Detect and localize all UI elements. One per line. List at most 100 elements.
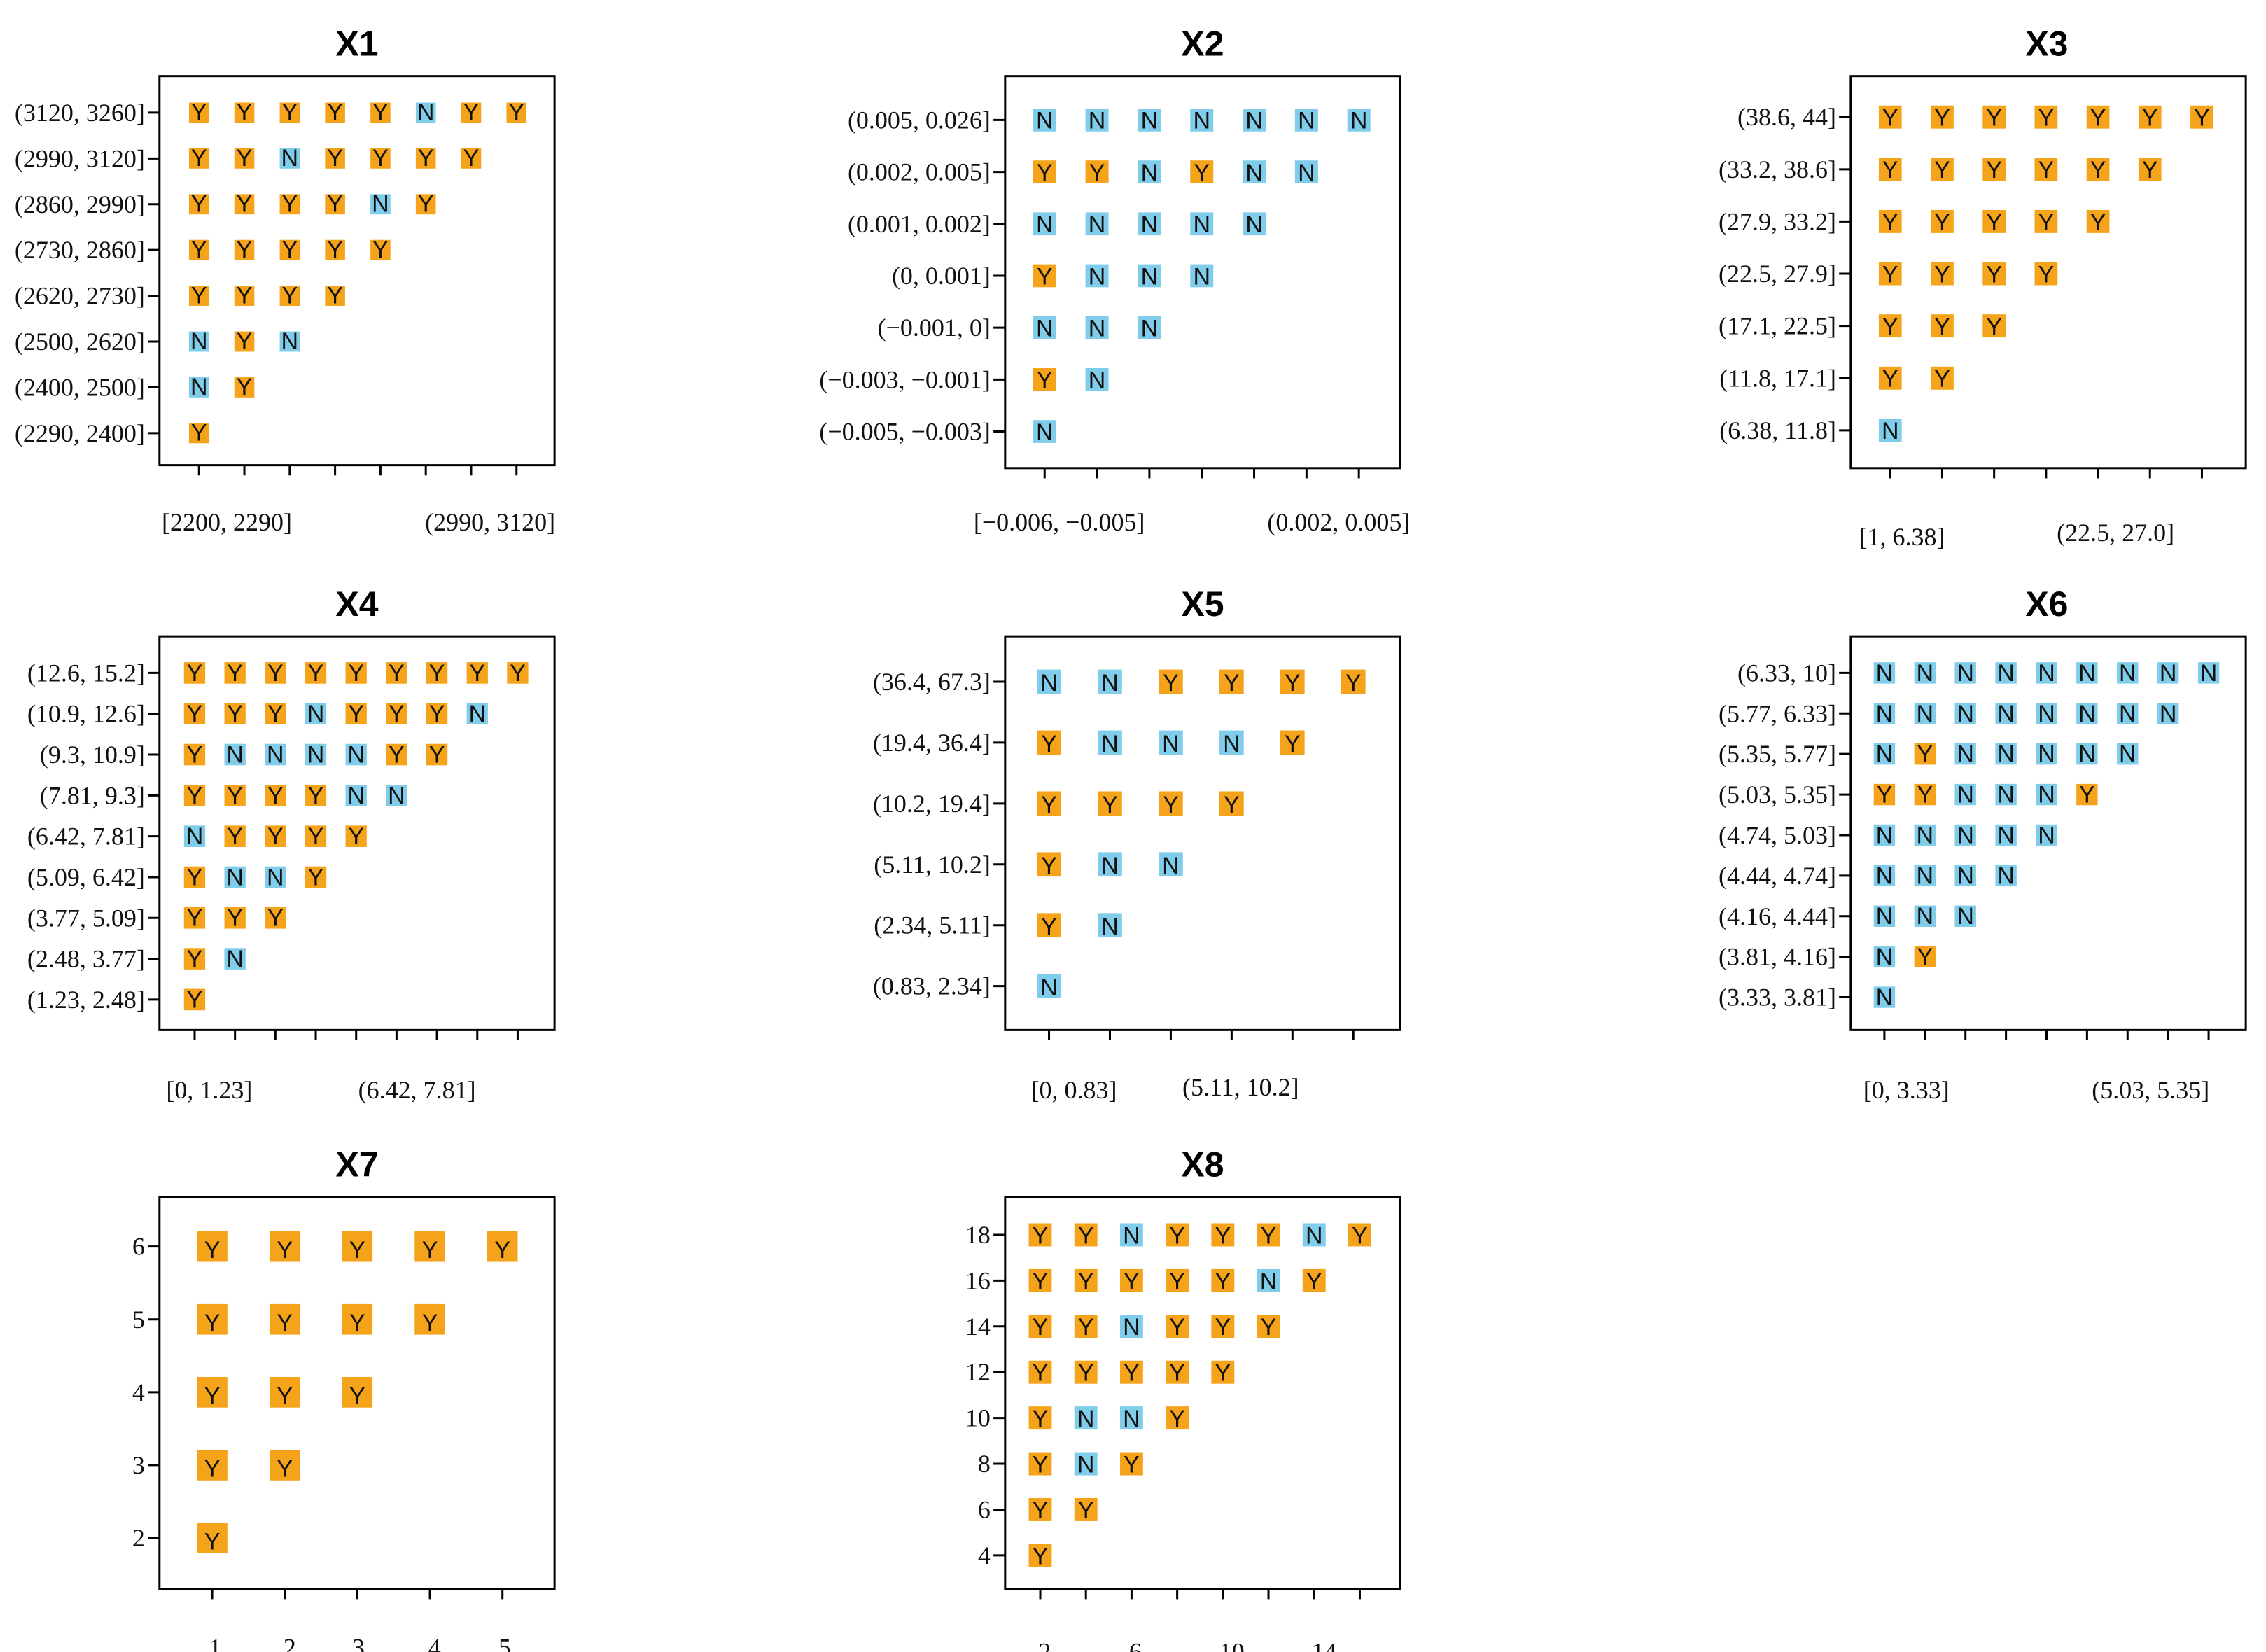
y-tick-label: (5.77, 6.33] (1719, 699, 1836, 727)
marker-no: N (1159, 852, 1183, 879)
marker-no: N (1243, 160, 1266, 186)
marker-yes: Y (415, 145, 436, 172)
marker-box (1033, 160, 1056, 183)
marker-box (183, 703, 206, 725)
marker-box (279, 148, 300, 169)
marker-letter: N (1141, 263, 1159, 290)
y-tick-label: (2730, 2860] (15, 236, 145, 264)
marker-letter: Y (191, 420, 207, 447)
marker-box (279, 102, 300, 123)
marker-no: N (1954, 782, 1976, 808)
marker-box (1982, 209, 2006, 233)
marker-letter: Y (191, 99, 207, 126)
marker-box (345, 662, 367, 684)
marker-letter: Y (1033, 1222, 1049, 1249)
marker-box (1280, 730, 1305, 755)
marker-yes: Y (224, 701, 246, 727)
marker-letter: Y (1033, 1268, 1049, 1295)
marker-letter: Y (267, 701, 284, 727)
marker-letter: N (2078, 660, 2096, 687)
marker-no: N (1347, 108, 1371, 134)
marker-yes: Y (1028, 1406, 1052, 1432)
y-tick-label: (3120, 3260] (15, 99, 145, 127)
x-tick-label: (5.11, 10.2] (1182, 1073, 1299, 1101)
marker-letter: Y (187, 660, 203, 687)
marker-yes: Y (1931, 366, 1954, 393)
marker-letter: Y (463, 145, 480, 172)
marker-letter: Y (327, 282, 343, 309)
marker-box (234, 331, 255, 352)
marker-box (1166, 1406, 1189, 1430)
marker-letter: N (1089, 368, 1106, 394)
marker-letter: N (1876, 862, 1894, 889)
y-tick-label: 18 (965, 1221, 991, 1249)
marker-box (426, 743, 448, 766)
marker-box (1190, 160, 1214, 183)
marker-yes: Y (2086, 157, 2110, 183)
marker-box (1995, 743, 2017, 765)
marker-no: N (1873, 741, 1896, 768)
marker-letter: Y (277, 1310, 293, 1336)
y-tick-label: (17.1, 22.5] (1719, 312, 1836, 340)
x-tick-label: (0.002, 0.005] (1267, 508, 1410, 536)
x-tick-label: [0, 1.23] (166, 1076, 252, 1104)
marker-box (1954, 905, 1976, 927)
marker-letter: Y (1934, 314, 1950, 340)
marker-letter: Y (1261, 1314, 1277, 1340)
marker-yes: Y (1931, 105, 1954, 132)
x-tick-label: 10 (1219, 1638, 1245, 1652)
marker-no: N (370, 191, 391, 218)
marker-letter: Y (2142, 157, 2158, 183)
marker-letter: Y (348, 660, 364, 687)
marker-box (197, 1303, 228, 1335)
marker-letter: N (1882, 418, 1899, 444)
marker-yes: Y (1037, 852, 1061, 879)
marker-box (2197, 662, 2220, 684)
marker-box (1257, 1223, 1280, 1247)
marker-box (265, 703, 286, 725)
x-tick-label: 2 (284, 1633, 296, 1652)
marker-letter: N (1101, 731, 1119, 757)
marker-yes: Y (342, 1231, 373, 1264)
marker-no: N (1074, 1451, 1098, 1478)
marker-letter: Y (237, 191, 253, 218)
marker-letter: Y (1934, 366, 1950, 393)
marker-yes: Y (2034, 157, 2058, 183)
marker-letter: N (281, 328, 299, 355)
marker-box (414, 1231, 445, 1262)
marker-letter: Y (281, 191, 298, 218)
marker-letter: N (1306, 1222, 1323, 1249)
marker-letter: N (1298, 108, 1315, 134)
marker-yes: Y (1211, 1222, 1235, 1249)
marker-letter: N (1036, 419, 1054, 446)
marker-letter: Y (1917, 741, 1933, 768)
y-tick-label: (2.48, 3.77] (27, 945, 145, 973)
marker-letter: N (1997, 741, 2015, 768)
marker-letter: N (372, 191, 389, 218)
marker-yes: Y (234, 191, 255, 218)
marker-box (188, 377, 209, 398)
marker-box (1931, 209, 1954, 233)
y-tick-label: (0.001, 0.002] (848, 210, 991, 238)
marker-box (2036, 743, 2057, 765)
marker-yes: Y (183, 946, 206, 972)
marker-letter: Y (281, 282, 298, 309)
marker-yes: Y (1028, 1497, 1052, 1524)
marker-box (1085, 368, 1109, 391)
marker-box (1085, 160, 1109, 183)
marker-letter: N (2119, 701, 2136, 727)
y-tick-label: 6 (132, 1233, 145, 1261)
marker-letter: N (1141, 316, 1159, 342)
marker-box (1211, 1268, 1235, 1292)
marker-letter: Y (1882, 157, 1898, 183)
marker-no: N (1037, 974, 1061, 1001)
y-tick-label: (−0.003, −0.001] (819, 365, 991, 393)
marker-box (1257, 1268, 1280, 1292)
marker-box (1954, 864, 1976, 887)
marker-yes: Y (265, 660, 286, 687)
marker-box (1119, 1223, 1143, 1247)
marker-box (279, 194, 300, 215)
marker-yes: Y (234, 328, 255, 355)
marker-box (1028, 1268, 1052, 1292)
marker-no: N (386, 783, 407, 809)
